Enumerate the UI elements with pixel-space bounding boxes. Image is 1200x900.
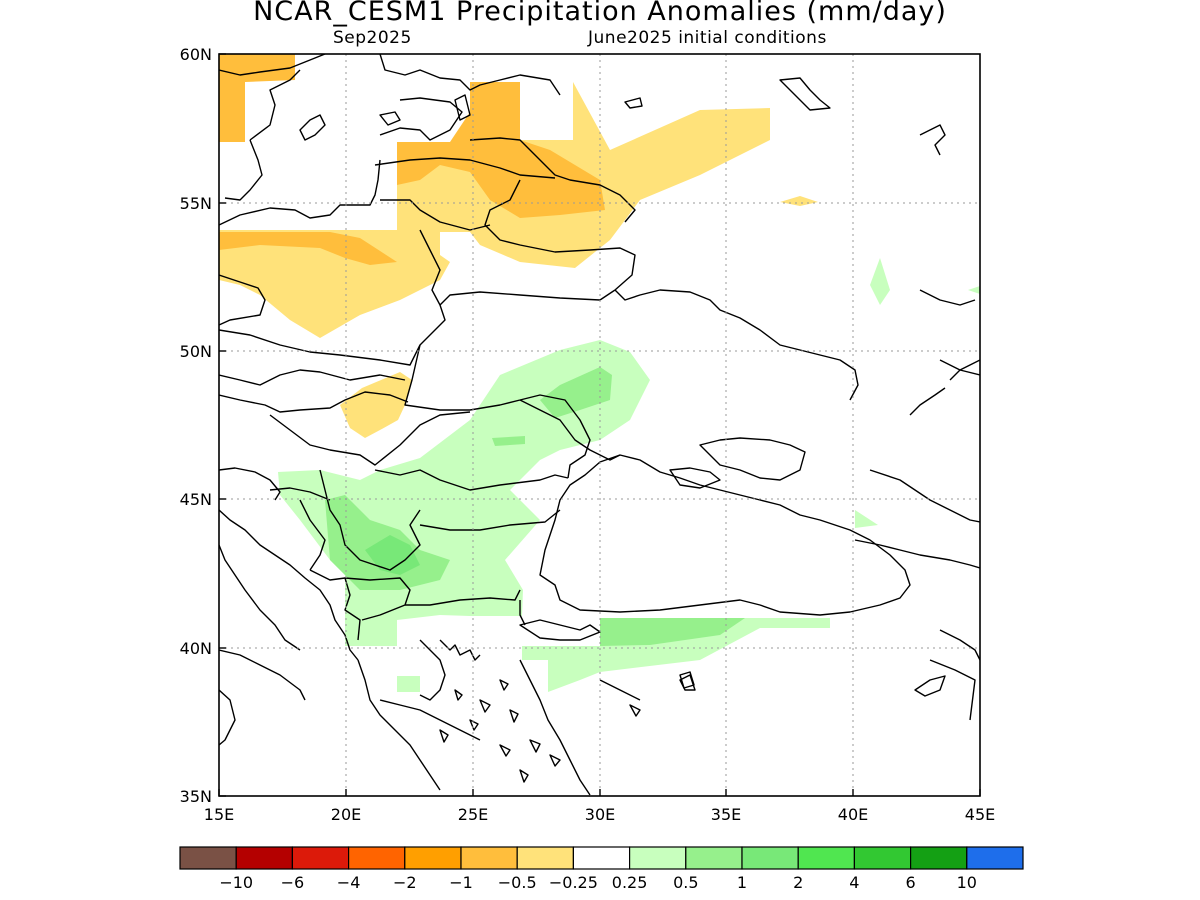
greece-coast (358, 640, 480, 790)
x-tick-label: 40E (838, 805, 868, 824)
colorbar-swatch (349, 847, 405, 869)
black-sea-coast (540, 455, 910, 615)
colorbar-label: 6 (906, 873, 916, 892)
saaremaa (380, 112, 400, 125)
colorbar-label: −0.5 (498, 873, 537, 892)
colorbar-label: −1 (449, 873, 473, 892)
colorbar-label: 1 (737, 873, 747, 892)
colorbar-label: −6 (281, 873, 305, 892)
colorbar-swatch (405, 847, 461, 869)
wet-anomaly-aegean (397, 676, 420, 692)
baltic-latvia (219, 160, 380, 225)
x-tick-label: 15E (204, 805, 234, 824)
wet-anomaly-caucasus (870, 258, 890, 305)
border-croatia-slovenia (219, 468, 280, 500)
sea-of-marmara (520, 620, 600, 640)
y-tick-label: 50N (180, 342, 212, 361)
dry-anomaly-east-small (780, 196, 818, 206)
colorbar-swatch (517, 847, 573, 869)
border-russia-georgia-2 (870, 470, 980, 522)
colorbar-swatch (742, 847, 798, 869)
colorbar-swatch (911, 847, 967, 869)
greece-peninsula-chalkidiki (440, 640, 480, 660)
colorbar-swatch (967, 847, 1023, 869)
wet-anomaly-east-edge (855, 510, 878, 528)
lake-peipus (455, 95, 470, 120)
colorbar-label: 2 (793, 873, 803, 892)
y-tick-label: 60N (180, 45, 212, 64)
y-tick-label: 40N (180, 639, 212, 658)
x-tick-label: 20E (331, 805, 361, 824)
colorbar-swatch (292, 847, 348, 869)
colorbar-swatch (686, 847, 742, 869)
caspian-coast (910, 360, 980, 415)
x-tick-label: 30E (585, 805, 615, 824)
colorbar-label: 0.5 (673, 873, 698, 892)
border-kazakh-east (920, 290, 980, 375)
lake-onega-east (920, 125, 945, 155)
x-tick-label: 45E (965, 805, 995, 824)
aegean-islands (440, 680, 560, 782)
x-tick-labels: 15E 20E 25E 30E 35E 40E 45E (204, 805, 995, 824)
lake-north-small (625, 98, 642, 108)
y-tick-labels: 35N 40N 45N 50N 55N 60N (180, 45, 212, 806)
colorbar-swatch (461, 847, 517, 869)
wet-anomaly-east-edge-2 (968, 286, 980, 294)
lake-turkey-east (915, 676, 945, 696)
colorbar-label: −4 (337, 873, 361, 892)
colorbar-label: −2 (393, 873, 417, 892)
y-tick-label: 35N (180, 787, 212, 806)
colorbar-swatch (630, 847, 686, 869)
colorbar-swatch (798, 847, 854, 869)
colorbar-labels: −10 −6 −4 −2 −1 −0.5 −0.25 0.25 0.5 1 2 4 6 10 (219, 873, 977, 892)
baltic-estonia (380, 98, 462, 140)
colorbar-label: 10 (957, 873, 977, 892)
dry-anomaly-hungary (340, 372, 412, 438)
colorbar-swatch (854, 847, 910, 869)
colorbar-label: −10 (219, 873, 253, 892)
map-figure: 15E 20E 25E 30E 35E 40E 45E 35N 40N 45N … (0, 0, 1200, 900)
border-ukraine-north (615, 290, 858, 400)
y-tick-label: 45N (180, 490, 212, 509)
border-georgia (855, 540, 980, 568)
colorbar-label: 4 (849, 873, 859, 892)
colorbar-swatch (236, 847, 292, 869)
sea-of-azov (700, 438, 805, 480)
lake-ladoga (780, 78, 830, 110)
turkey-aegean-coast (520, 660, 695, 795)
colorbar-label: 0.25 (612, 873, 648, 892)
colorbar (180, 847, 1023, 869)
lake-east-2 (630, 705, 640, 716)
x-tick-label: 35E (711, 805, 741, 824)
colorbar-label: −0.25 (549, 873, 598, 892)
y-tick-label: 55N (180, 194, 212, 213)
colorbar-swatch (180, 847, 236, 869)
italy-heel (219, 650, 305, 745)
x-tick-label: 25E (458, 805, 488, 824)
crimea (670, 468, 720, 488)
colorbar-swatch (573, 847, 629, 869)
border-turkey-east (930, 630, 980, 720)
dry-anomaly-scandinavia (219, 54, 295, 142)
gotland (300, 115, 325, 140)
